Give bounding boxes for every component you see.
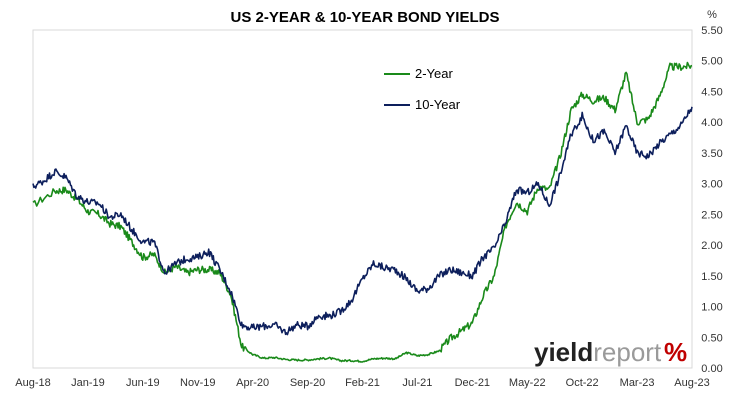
y-tick-label: 3.50 — [701, 148, 722, 160]
x-tick-label: Aug-18 — [15, 377, 50, 389]
x-tick-label: Dec-21 — [455, 377, 490, 389]
y-tick-label: 1.50 — [701, 271, 722, 283]
y-tick-label: 5.00 — [701, 56, 722, 68]
y-tick-label: 2.50 — [701, 209, 722, 221]
y-axis-unit: % — [707, 9, 717, 21]
brand-percent-icon: % — [664, 337, 687, 367]
x-tick-label: Apr-20 — [236, 377, 269, 389]
legend-label: 2-Year — [415, 66, 453, 81]
y-tick-label: 4.00 — [701, 117, 722, 129]
y-tick-label: 4.50 — [701, 86, 722, 98]
series-lines — [32, 61, 693, 363]
x-tick-label: Nov-19 — [180, 377, 215, 389]
x-tick-label: Jan-19 — [71, 377, 105, 389]
y-tick-label: 0.50 — [701, 332, 722, 344]
plot-area — [32, 29, 693, 369]
legend: 2-Year 10-Year — [384, 66, 461, 112]
y-tick-label: 2.00 — [701, 240, 722, 252]
y-tick-label: 3.00 — [701, 179, 722, 191]
brand-part-report: report — [593, 337, 662, 367]
y-tick-label: 1.00 — [701, 302, 722, 314]
x-tick-label: Jul-21 — [402, 377, 432, 389]
x-tick-label: May-22 — [509, 377, 546, 389]
x-tick-label: Feb-21 — [345, 377, 380, 389]
x-tick-label: Sep-20 — [290, 377, 325, 389]
series-line-10-year — [32, 106, 693, 336]
x-tick-label: Mar-23 — [620, 377, 655, 389]
x-tick-label: Jun-19 — [126, 377, 160, 389]
x-axis: Aug-18 Jan-19 Jun-19 Nov-19 Apr-20 Sep-20 Feb-… — [15, 377, 709, 389]
x-tick-label: Oct-22 — [566, 377, 599, 389]
series-line-2-year — [32, 61, 693, 363]
x-tick-label: Aug-23 — [674, 377, 709, 389]
brand-logo: yieldreport % — [534, 337, 687, 367]
y-tick-label: 5.50 — [701, 25, 722, 37]
legend-label: 10-Year — [415, 97, 461, 112]
brand-part-yield: yield — [534, 337, 593, 367]
svg-text:yieldreport: yieldreport — [534, 337, 662, 367]
y-axis: 0.00 0.50 1.00 1.50 2.00 2.50 3.00 3.50 4.00 4.50… — [701, 25, 722, 375]
chart-title: US 2-YEAR & 10-YEAR BOND YIELDS — [231, 9, 500, 26]
y-tick-label: 0.00 — [701, 363, 722, 375]
